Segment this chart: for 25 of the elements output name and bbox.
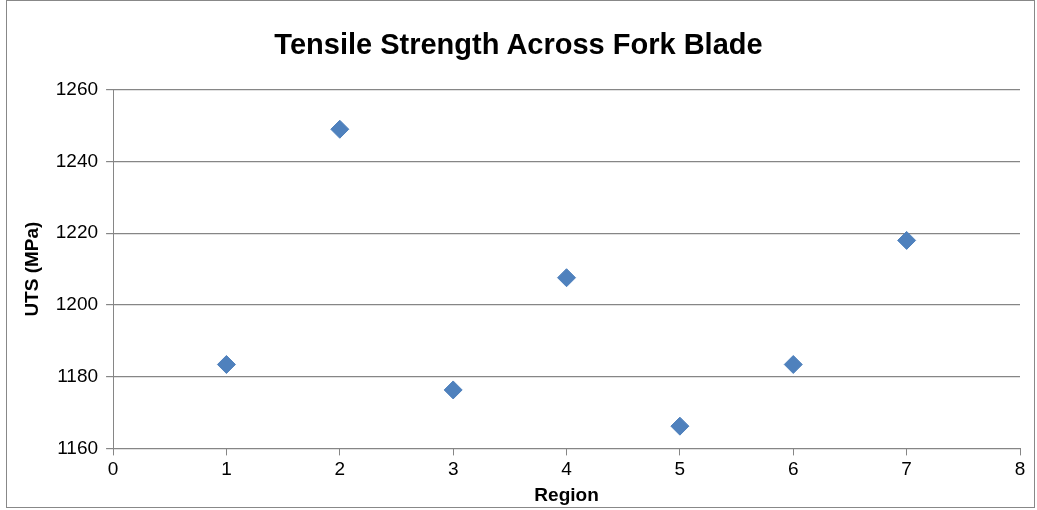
- y-tick-label: 1200: [55, 293, 99, 315]
- y-tick-label: 1220: [55, 221, 99, 243]
- x-tick-label: 3: [447, 458, 459, 480]
- point: [670, 416, 690, 436]
- x-tick-label: 6: [787, 458, 799, 480]
- y-tick-label: 1260: [55, 78, 99, 100]
- x-tick-label: 2: [334, 458, 346, 480]
- y-tick-label: 1160: [57, 436, 99, 458]
- point: [557, 268, 577, 288]
- x-tick-label: 5: [674, 458, 686, 480]
- x-axis-title: Region: [534, 483, 599, 505]
- y-axis-title: UTS (MPa): [20, 221, 42, 317]
- x-tick-label: 8: [1014, 458, 1026, 480]
- point: [783, 354, 803, 374]
- point: [330, 119, 350, 139]
- x-tick-label: 1: [221, 458, 232, 480]
- chart-title: Tensile Strength Across Fork Blade: [274, 28, 763, 61]
- point: [897, 230, 917, 250]
- x-tick-label: 7: [901, 458, 912, 480]
- y-tick-label: 1180: [57, 364, 99, 386]
- point: [443, 380, 463, 400]
- x-tick-label: 0: [107, 458, 119, 480]
- point: [216, 354, 236, 374]
- x-tick-label: 4: [561, 458, 573, 480]
- y-tick-label: 1240: [55, 149, 99, 171]
